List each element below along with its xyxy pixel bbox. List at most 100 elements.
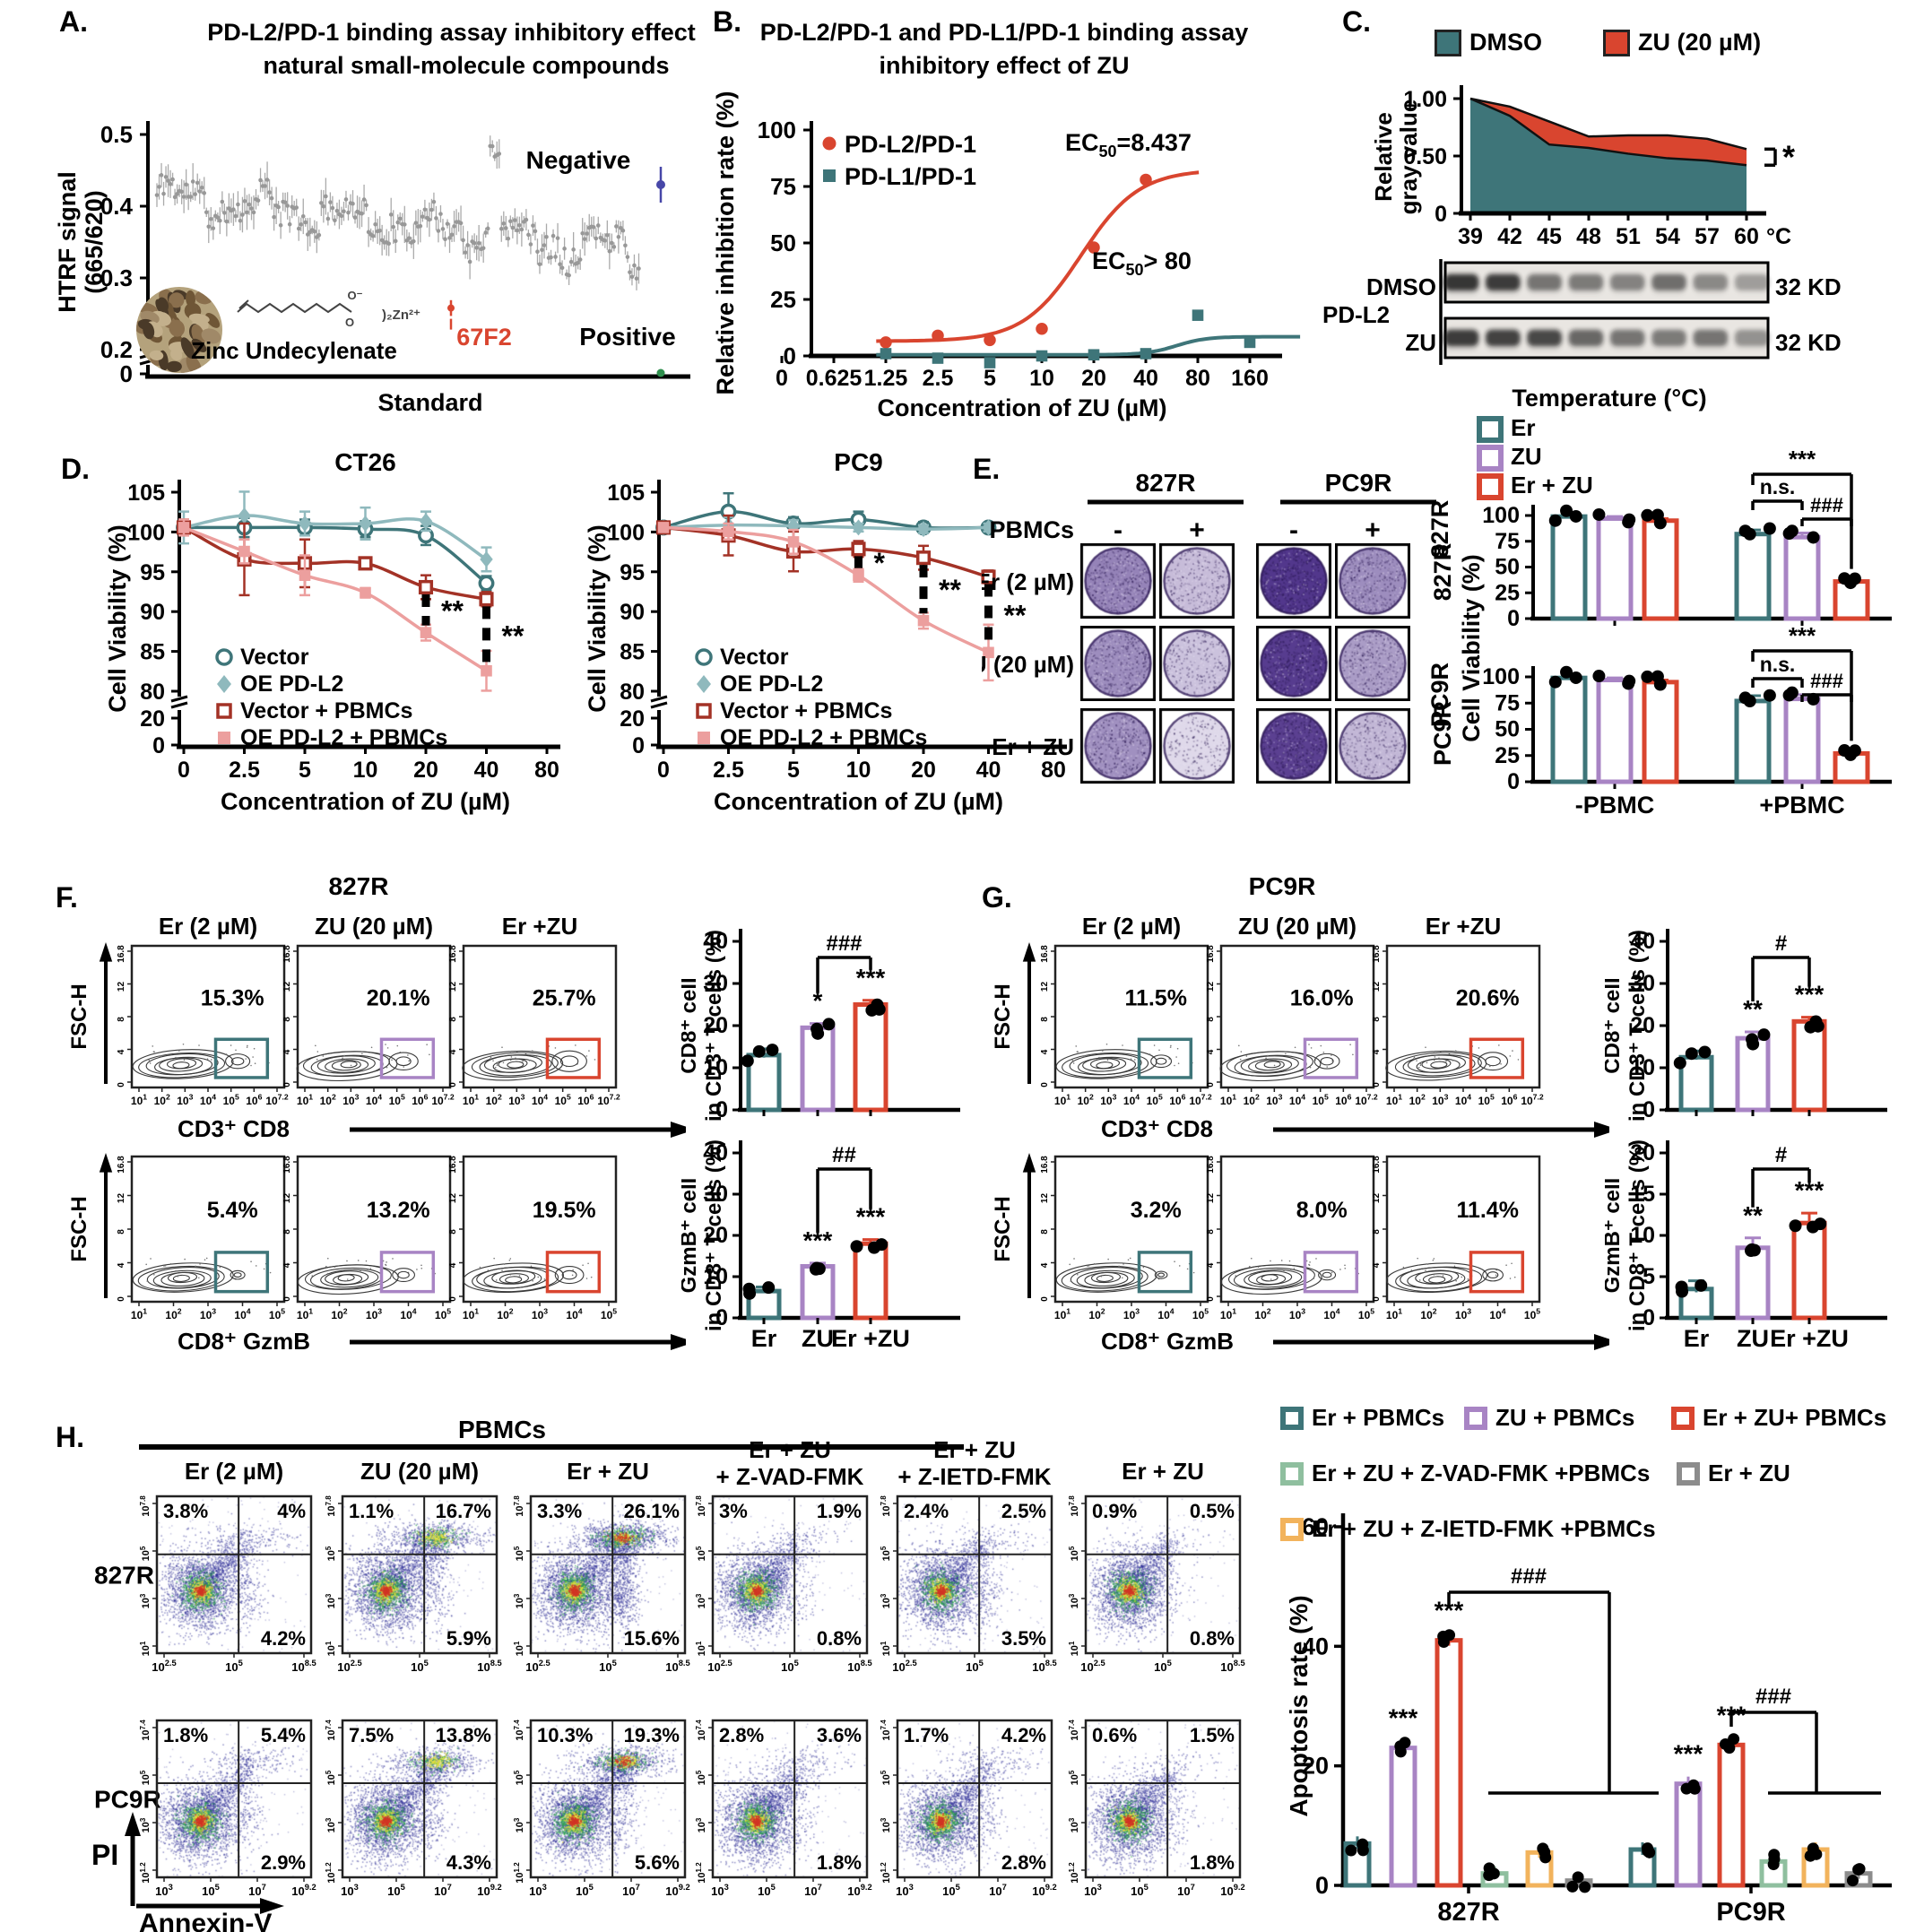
svg-text:50: 50 bbox=[1495, 555, 1520, 580]
svg-text:104: 104 bbox=[1489, 1307, 1505, 1321]
svg-text:8: 8 bbox=[282, 1017, 292, 1022]
svg-text:#: # bbox=[1775, 931, 1787, 956]
svg-text:10: 10 bbox=[703, 1055, 728, 1080]
svg-text:0: 0 bbox=[448, 1296, 458, 1302]
svg-text:8: 8 bbox=[448, 1017, 458, 1022]
svg-text:0: 0 bbox=[178, 758, 190, 783]
svg-text:4: 4 bbox=[1372, 1049, 1382, 1054]
panelF-bars: CD8⁺ cell in CD3⁺ T cells (%)403020100***… bbox=[681, 929, 960, 1352]
svg-text:103: 103 bbox=[1455, 1307, 1471, 1321]
svg-text:102: 102 bbox=[486, 1093, 502, 1107]
svg-text:105: 105 bbox=[269, 1307, 285, 1321]
svg-text:10: 10 bbox=[846, 758, 871, 783]
svg-text:105: 105 bbox=[325, 1546, 337, 1561]
svg-text:12: 12 bbox=[1040, 982, 1050, 992]
svg-text:109.2: 109.2 bbox=[477, 1883, 501, 1898]
svg-text:80: 80 bbox=[534, 758, 559, 783]
svg-text:ZU (20 µM): ZU (20 µM) bbox=[315, 913, 433, 940]
svg-text:8: 8 bbox=[448, 1229, 458, 1235]
svg-text:101: 101 bbox=[1068, 1641, 1080, 1656]
svg-text:101: 101 bbox=[139, 1641, 152, 1656]
apoptosis-density-plot bbox=[1086, 1720, 1240, 1877]
svg-text:0: 0 bbox=[448, 1082, 458, 1087]
svg-text:PC9R: PC9R bbox=[1716, 1898, 1785, 1927]
svg-text:0.3: 0.3 bbox=[100, 264, 133, 291]
panelH-legend-item: Er + ZU+ PBMCs bbox=[1671, 1404, 1886, 1432]
svg-text:107.4: 107.4 bbox=[139, 1720, 152, 1741]
svg-text:105: 105 bbox=[513, 1770, 525, 1785]
svg-text:PBMCs: PBMCs bbox=[458, 1416, 546, 1443]
svg-text:103: 103 bbox=[532, 1307, 548, 1321]
svg-text:ZU (20 µM): ZU (20 µM) bbox=[982, 651, 1074, 678]
svg-text:108.5: 108.5 bbox=[1220, 1659, 1244, 1674]
svg-text:25: 25 bbox=[770, 286, 796, 313]
svg-text:103: 103 bbox=[139, 1593, 152, 1608]
svg-text:15.3%: 15.3% bbox=[201, 985, 264, 1010]
svg-text:inhibitory effect of ZU: inhibitory effect of ZU bbox=[880, 52, 1130, 79]
svg-text:1.25: 1.25 bbox=[864, 366, 908, 391]
svg-text:CD8⁺ GzmB: CD8⁺ GzmB bbox=[1101, 1328, 1234, 1355]
svg-text:100: 100 bbox=[607, 520, 645, 545]
panel-g-label: G. bbox=[982, 881, 1012, 914]
svg-text:103: 103 bbox=[155, 1883, 173, 1898]
svg-text:827R: 827R bbox=[1136, 469, 1196, 497]
svg-text:DMSO: DMSO bbox=[1366, 273, 1436, 300]
colony-plate bbox=[1335, 543, 1410, 619]
svg-text:101: 101 bbox=[297, 1307, 313, 1321]
svg-text:16.8: 16.8 bbox=[1206, 1156, 1216, 1174]
panelA-htrf-scatter-chart: PD-L2/PD-1 binding assay inhibitory effe… bbox=[54, 19, 701, 416]
svg-text:PD-L2/PD-1 and PD-L1/PD-1 bin: PD-L2/PD-1 and PD-L1/PD-1 binding assay bbox=[760, 19, 1249, 46]
svg-text:101: 101 bbox=[1220, 1093, 1236, 1107]
panelG-flow-contours: PC9R Er (2 µM) ZU (20 µM) Er +ZU FSC-H 16.8 12… bbox=[991, 877, 1609, 1355]
svg-text:101.2: 101.2 bbox=[880, 1862, 892, 1884]
svg-text:ZU (20 µM): ZU (20 µM) bbox=[360, 1458, 479, 1485]
svg-text:102.5: 102.5 bbox=[892, 1659, 916, 1674]
svg-text:100: 100 bbox=[758, 117, 796, 143]
apoptosis-density-plot bbox=[157, 1496, 311, 1653]
svg-text:101: 101 bbox=[463, 1093, 479, 1107]
svg-text:CD8⁺ GzmB: CD8⁺ GzmB bbox=[178, 1328, 310, 1355]
svg-text:20: 20 bbox=[140, 706, 165, 732]
svg-text:4: 4 bbox=[282, 1049, 292, 1054]
svg-text:107.2: 107.2 bbox=[1189, 1093, 1212, 1107]
svg-text:103: 103 bbox=[177, 1093, 193, 1107]
panelC-legend-item: ZU (20 µM) bbox=[1603, 29, 1761, 56]
svg-text:105: 105 bbox=[942, 1883, 960, 1898]
svg-text:0: 0 bbox=[784, 342, 796, 369]
svg-text:)₂Zn²⁺: )₂Zn²⁺ bbox=[382, 308, 420, 323]
svg-text:0.2: 0.2 bbox=[100, 336, 133, 363]
svg-text:827R: 827R bbox=[94, 1562, 154, 1590]
svg-text:CT26: CT26 bbox=[334, 448, 395, 476]
svg-text:-PBMC: -PBMC bbox=[1575, 792, 1655, 819]
panel-e-label: E. bbox=[973, 453, 1001, 485]
svg-text:108.5: 108.5 bbox=[1032, 1659, 1056, 1674]
svg-text:40: 40 bbox=[703, 929, 728, 954]
svg-text:107.8: 107.8 bbox=[325, 1495, 337, 1517]
svg-text:103: 103 bbox=[695, 1817, 707, 1832]
svg-text:20.6%: 20.6% bbox=[1456, 985, 1520, 1010]
svg-text:103: 103 bbox=[1432, 1093, 1448, 1107]
svg-text:4: 4 bbox=[117, 1049, 126, 1054]
colony-plate bbox=[1256, 543, 1331, 619]
svg-text:105: 105 bbox=[202, 1883, 220, 1898]
svg-text:105: 105 bbox=[1478, 1093, 1495, 1107]
svg-text:105: 105 bbox=[389, 1093, 405, 1107]
svg-text:16.8: 16.8 bbox=[282, 1156, 292, 1174]
svg-text:8: 8 bbox=[1206, 1229, 1216, 1235]
svg-text:106: 106 bbox=[1501, 1093, 1517, 1107]
svg-text:101: 101 bbox=[1054, 1307, 1071, 1321]
svg-text:ZU: ZU bbox=[1737, 1325, 1769, 1352]
panelH-legend-item: Er + ZU + Z-IETD-FMK +PBMCs bbox=[1280, 1515, 1656, 1543]
svg-text:103: 103 bbox=[513, 1593, 525, 1608]
svg-text:Er + ZU: Er + ZU bbox=[1122, 1458, 1204, 1485]
svg-text:FSC-H: FSC-H bbox=[991, 983, 1015, 1049]
svg-text:103: 103 bbox=[342, 1093, 359, 1107]
panelE-colony-plates: 827R PC9R PBMCs - + - + Er (2 µM) ZU (20 µM) Er +… bbox=[982, 446, 1470, 832]
svg-text:40: 40 bbox=[1630, 929, 1655, 954]
svg-text:48: 48 bbox=[1576, 224, 1601, 249]
svg-text:O: O bbox=[345, 316, 354, 329]
svg-text:8: 8 bbox=[282, 1229, 292, 1235]
panel-f-label: F. bbox=[56, 881, 78, 914]
svg-text:50: 50 bbox=[1495, 717, 1520, 742]
svg-text:###: ### bbox=[1810, 670, 1843, 692]
